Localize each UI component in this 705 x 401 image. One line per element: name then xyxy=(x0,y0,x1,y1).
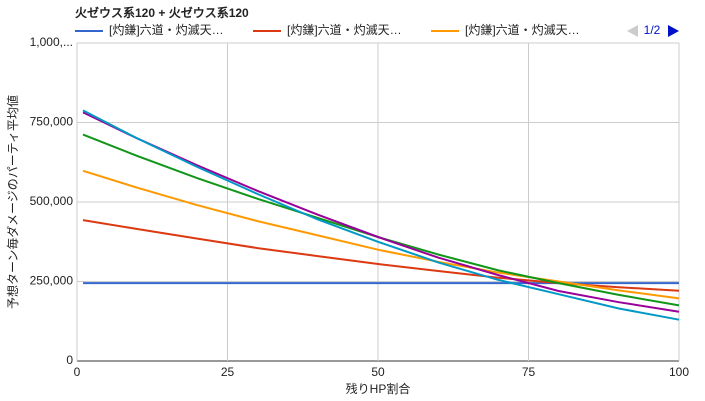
series-line xyxy=(82,109,680,321)
series-line xyxy=(82,219,680,292)
x-tick-label: 50 xyxy=(371,365,385,379)
y-tick-label: 500,000 xyxy=(30,194,74,208)
legend-label: [灼鎌]六道・灼滅天… xyxy=(287,22,402,37)
x-tick-label: 75 xyxy=(522,365,536,379)
chart-title: 火ゼウス系120 + 火ゼウス系120 xyxy=(75,5,249,20)
x-axis-label: 残りHP割合 xyxy=(346,381,411,396)
y-tick-label: 1,000,... xyxy=(30,35,73,49)
y-tick-label: 750,000 xyxy=(30,115,74,129)
legend-next[interactable] xyxy=(668,25,679,37)
series-line xyxy=(82,133,680,307)
legend-page: 1/2 xyxy=(644,23,661,37)
legend-label: [灼鎌]六道・灼滅天… xyxy=(109,22,224,37)
y-tick-label: 250,000 xyxy=(30,274,74,288)
series-line xyxy=(82,169,680,300)
y-axis-label: 予想ターン毎ダメージのパーティ平均値 xyxy=(5,95,20,309)
x-tick-label: 25 xyxy=(221,365,235,379)
legend-prev[interactable] xyxy=(627,25,638,37)
x-tick-label: 100 xyxy=(669,365,689,379)
legend-label: [灼鎌]六道・灼滅天… xyxy=(465,22,580,37)
y-tick-label: 0 xyxy=(66,353,73,367)
x-tick-label: 0 xyxy=(74,365,81,379)
